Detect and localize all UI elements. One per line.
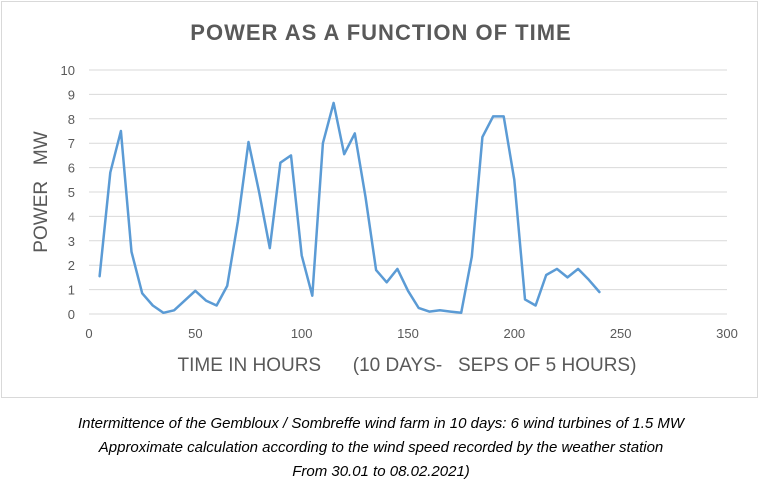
x-tick-label: 100 <box>291 326 313 341</box>
y-tick-label: 9 <box>68 87 75 102</box>
x-tick-label: 250 <box>610 326 632 341</box>
x-tick-label: 50 <box>188 326 202 341</box>
x-axis-title: TIME IN HOURS (10 DAYS- SEPS OF 5 HOURS) <box>178 355 637 376</box>
chart-title: POWER AS A FUNCTION OF TIME <box>190 20 571 45</box>
x-axis-ticks: 0 50 100 150 200 250 300 <box>85 326 737 341</box>
y-tick-label: 5 <box>68 185 75 200</box>
figure-caption: Intermittence of the Gembloux / Sombreff… <box>0 412 762 484</box>
power-time-chart: POWER AS A FUNCTION OF TIME 0 1 2 3 4 5 6 7 8 9 10… <box>31 20 738 376</box>
x-tick-label: 300 <box>716 326 738 341</box>
power-series-line <box>98 101 601 315</box>
y-axis-title: POWER MW <box>31 131 52 252</box>
y-tick-label: 4 <box>68 209 75 224</box>
caption-line-2: Approximate calculation according to the… <box>98 439 664 456</box>
x-tick-label: 150 <box>397 326 419 341</box>
y-axis-ticks: 0 1 2 3 4 5 6 7 8 9 10 <box>61 63 75 322</box>
x-tick-label: 0 <box>85 326 92 341</box>
y-tick-label: 7 <box>68 136 75 151</box>
y-tick-label: 10 <box>61 63 75 78</box>
gridlines <box>89 69 727 315</box>
y-tick-label: 0 <box>68 307 75 322</box>
y-tick-label: 2 <box>68 258 75 273</box>
y-tick-label: 8 <box>68 112 75 127</box>
y-tick-label: 1 <box>68 283 75 298</box>
y-tick-label: 6 <box>68 161 75 176</box>
y-tick-label: 3 <box>68 234 75 249</box>
x-tick-label: 200 <box>503 326 525 341</box>
caption-line-1: Intermittence of the Gembloux / Sombreff… <box>77 415 685 432</box>
caption-line-3: From 30.01 to 08.02.2021) <box>292 463 470 480</box>
